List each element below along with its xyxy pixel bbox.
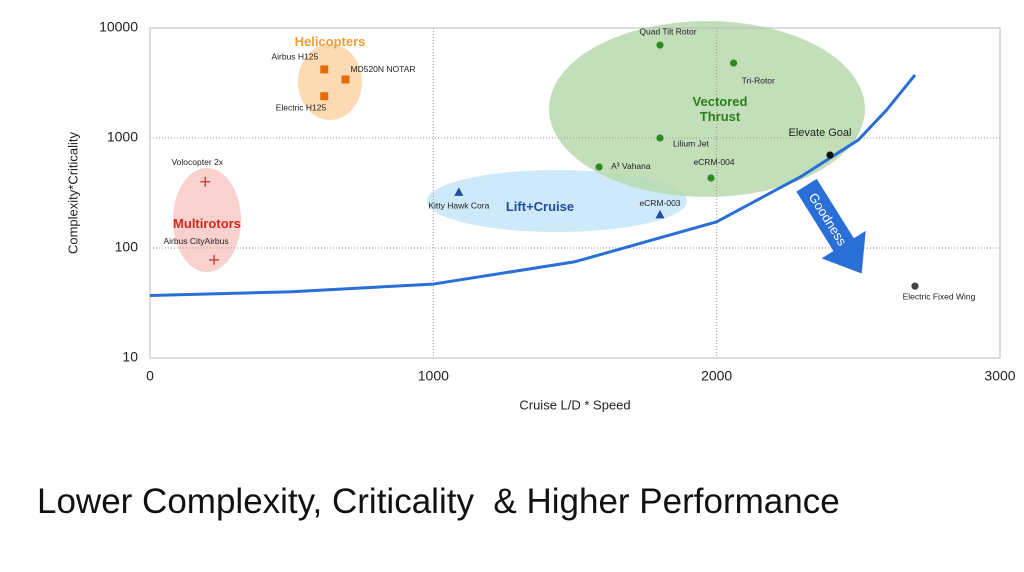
- group-label: Vectored Thrust: [692, 94, 748, 124]
- point-label: MD520N NOTAR: [351, 64, 416, 74]
- y-tick-label: 10000: [99, 19, 138, 35]
- point-label: Electric H125: [276, 102, 327, 112]
- group-label: Multirotors: [173, 215, 241, 231]
- point: [730, 59, 738, 67]
- point-label: Lilium Jet: [673, 138, 710, 148]
- point: [656, 134, 664, 142]
- point: [656, 41, 664, 49]
- point-label: Quad Tilt Rotor: [639, 26, 696, 36]
- point: [320, 65, 329, 74]
- point-label: Volocopter 2x: [171, 157, 223, 167]
- point-label: A³ Vahana: [611, 161, 651, 171]
- group-region: [427, 170, 687, 232]
- group-region: [173, 168, 241, 272]
- group-region: [549, 21, 865, 197]
- point-label: Kitty Hawk Cora: [428, 201, 489, 211]
- point: [826, 151, 834, 159]
- y-tick-label: 1000: [107, 129, 138, 145]
- group-label: Lift+Cruise: [505, 198, 575, 214]
- group-label: Helicopters: [294, 33, 366, 49]
- goodness-arrow: Goodness: [796, 178, 866, 274]
- x-tick-label: 1000: [418, 368, 449, 384]
- plot-frame: [149, 27, 1001, 359]
- x-axis-label: Cruise L/D * Speed: [519, 397, 630, 412]
- point-label: Electric Fixed Wing: [903, 291, 976, 301]
- trend-line: [149, 74, 917, 297]
- point-label: eCRM-003: [639, 198, 680, 208]
- point-label: Elevate Goal: [789, 127, 852, 139]
- point-label: Tri-Rotor: [742, 75, 775, 85]
- point: [655, 209, 665, 219]
- point: [595, 163, 603, 171]
- group-region: [298, 44, 362, 120]
- x-tick-label: 3000: [984, 368, 1015, 384]
- point: [320, 92, 329, 101]
- y-tick-label: 100: [115, 239, 139, 255]
- point: [200, 176, 211, 187]
- point: [454, 187, 464, 196]
- point-label: Airbus H125: [271, 52, 318, 62]
- point: [911, 282, 919, 290]
- y-axis-label: Complexity*Criticality: [65, 131, 80, 254]
- x-tick-label: 0: [146, 368, 154, 384]
- x-tick-label: 2000: [701, 368, 732, 384]
- caption: Lower Complexity, Criticality & Higher P…: [37, 482, 840, 521]
- arrow-shape: [796, 178, 866, 274]
- point-label: Airbus CityAirbus: [163, 236, 228, 246]
- point: [707, 174, 715, 182]
- y-tick-label: 10: [122, 349, 138, 365]
- point-label: eCRM-004: [693, 157, 734, 167]
- point: [341, 75, 350, 84]
- point: [209, 254, 220, 265]
